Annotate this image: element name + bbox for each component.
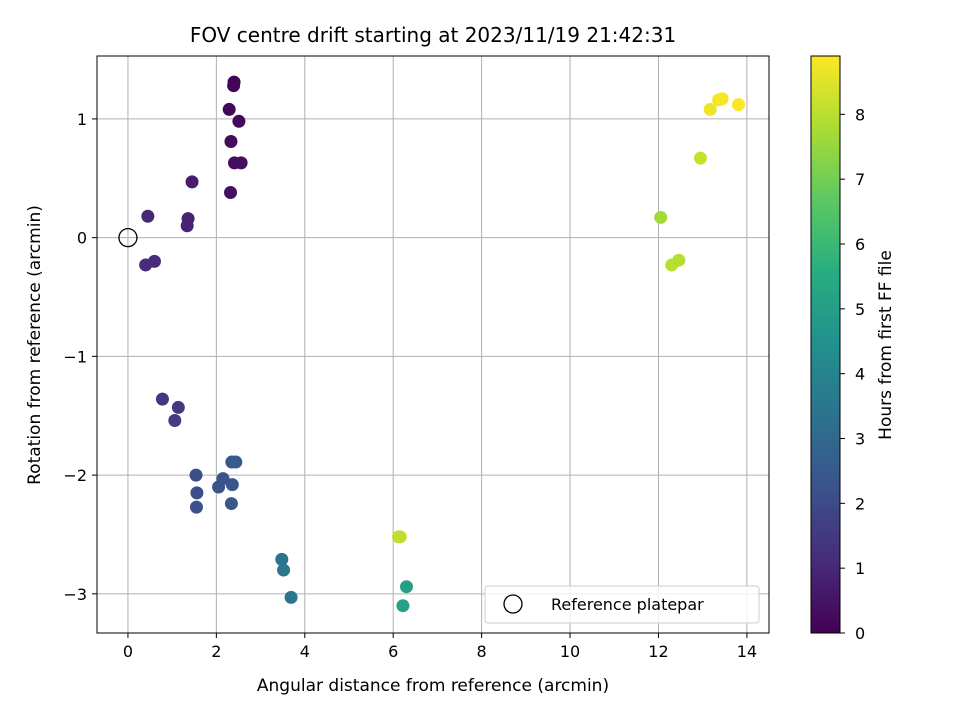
y-axis-label: Rotation from reference (arcmin) — [25, 205, 45, 485]
x-tick-label: 0 — [123, 642, 133, 661]
chart-title: FOV centre drift starting at 2023/11/19 … — [190, 23, 676, 47]
data-point — [399, 580, 413, 594]
plot-frame — [96, 55, 770, 634]
data-point — [225, 478, 239, 492]
legend-label-reference: Reference platepar — [551, 595, 704, 614]
x-tick-label: 12 — [648, 642, 668, 661]
data-point — [171, 400, 185, 414]
legend: Reference platepar — [484, 585, 760, 624]
data-point — [703, 102, 717, 116]
colorbar-tick-label: 4 — [855, 365, 865, 384]
data-point — [393, 530, 407, 544]
colorbar-label: Hours from first FF file — [876, 250, 896, 440]
data-point — [284, 590, 298, 604]
colorbar-tick-label: 0 — [855, 624, 865, 643]
colorbar-tick-label: 8 — [855, 105, 865, 124]
x-tick-label: 10 — [560, 642, 580, 661]
data-point — [277, 563, 291, 577]
data-point — [227, 79, 241, 93]
data-point — [180, 219, 194, 233]
grid-lines — [97, 56, 769, 633]
colorbar-tick-label: 1 — [855, 559, 865, 578]
x-tick-label: 8 — [477, 642, 487, 661]
data-point — [731, 98, 745, 112]
data-point — [212, 480, 226, 494]
colorbar: 0 1 2 3 4 5 6 7 8 Hours from first FF file — [810, 55, 896, 643]
colorbar-tick-label: 6 — [855, 235, 865, 254]
data-point — [224, 186, 238, 200]
legend-marker — [503, 594, 523, 614]
colorbar-tick-label: 7 — [855, 170, 865, 189]
data-point — [190, 486, 204, 500]
y-tick-label: 1 — [77, 110, 87, 129]
y-tick-label: −2 — [63, 466, 87, 485]
x-tick-label: 6 — [388, 642, 398, 661]
colorbar-tick-label: 5 — [855, 300, 865, 319]
data-point — [224, 134, 238, 148]
reference-platepar-marker — [118, 227, 138, 248]
data-point — [234, 156, 248, 170]
data-point — [189, 468, 203, 482]
y-axis-ticks: −3 −2 −1 0 1 — [63, 110, 97, 604]
data-point — [672, 253, 686, 267]
colorbar-gradient — [810, 55, 841, 634]
legend-box — [484, 585, 760, 624]
data-point — [693, 151, 707, 165]
colorbar-ticks: 0 1 2 3 4 5 6 7 8 — [840, 105, 865, 643]
y-tick-label: −1 — [63, 347, 87, 366]
data-point — [224, 497, 238, 511]
data-point — [654, 210, 668, 224]
data-point — [189, 500, 203, 514]
x-axis-ticks: 0 2 4 6 8 10 12 14 — [123, 633, 757, 661]
data-point — [185, 175, 199, 189]
y-tick-label: 0 — [77, 229, 87, 248]
data-point — [715, 92, 729, 106]
data-point — [396, 599, 410, 613]
x-tick-label: 2 — [211, 642, 221, 661]
data-point — [155, 392, 169, 406]
data-point — [229, 455, 243, 469]
data-point — [275, 552, 289, 566]
x-tick-label: 14 — [737, 642, 757, 661]
x-tick-label: 4 — [300, 642, 310, 661]
data-point — [222, 102, 236, 116]
colorbar-tick-label: 3 — [855, 430, 865, 449]
x-axis-label: Angular distance from reference (arcmin) — [257, 676, 609, 696]
colorbar-tick-label: 2 — [855, 494, 865, 513]
data-point — [232, 114, 246, 128]
data-point — [141, 209, 155, 223]
y-tick-label: −3 — [63, 585, 87, 604]
data-point — [147, 254, 161, 268]
data-points — [118, 75, 745, 613]
data-point — [168, 413, 182, 427]
